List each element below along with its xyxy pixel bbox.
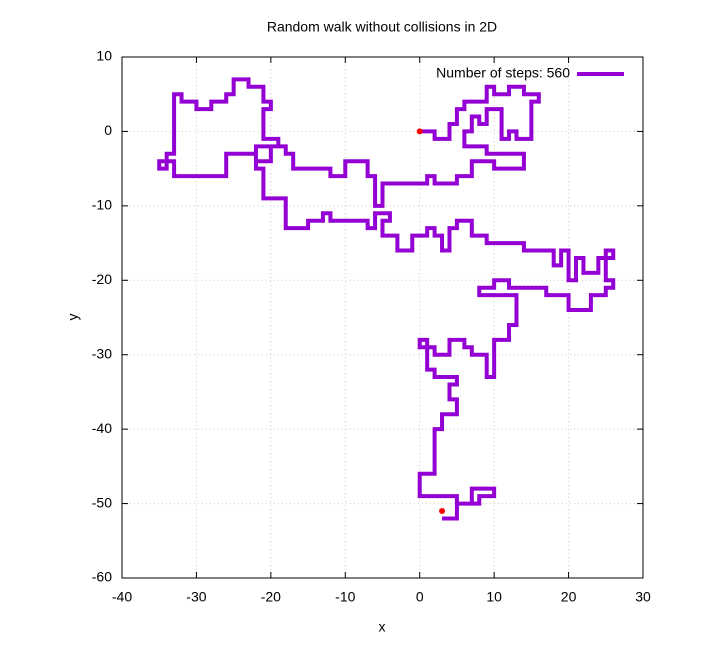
y-tick-label: -30 xyxy=(92,345,112,361)
legend-label: Number of steps: 560 xyxy=(436,65,570,81)
y-tick-label: -50 xyxy=(92,494,112,510)
x-tick-label: 10 xyxy=(486,589,502,605)
y-tick-label: 10 xyxy=(96,48,112,64)
plot-frame xyxy=(121,56,644,579)
y-tick-label: 0 xyxy=(104,122,112,138)
y-axis-label: y xyxy=(65,314,81,321)
endpoint-marker xyxy=(439,508,446,515)
endpoint-marker xyxy=(416,128,423,135)
y-tick-label: -20 xyxy=(92,271,112,287)
x-tick-label: 20 xyxy=(561,589,577,605)
x-tick-label: -10 xyxy=(335,589,355,605)
x-tick-label: 30 xyxy=(635,589,651,605)
x-tick-label: 0 xyxy=(416,589,424,605)
x-tick-label: -20 xyxy=(261,589,281,605)
y-tick-label: -10 xyxy=(92,197,112,213)
x-tick-label: -30 xyxy=(186,589,206,605)
chart-title: Random walk without collisions in 2D xyxy=(267,19,497,35)
x-axis-label: x xyxy=(379,619,386,635)
walk-line xyxy=(157,77,616,521)
y-tick-label: -60 xyxy=(92,569,112,585)
y-tick-label: -40 xyxy=(92,420,112,436)
x-tick-label: -40 xyxy=(112,589,132,605)
